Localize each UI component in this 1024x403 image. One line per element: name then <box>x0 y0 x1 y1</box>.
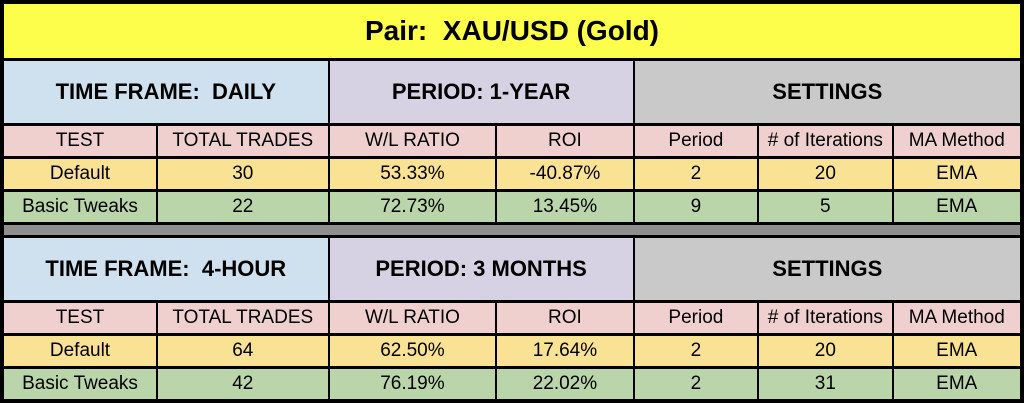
col-header-test: TEST <box>4 303 156 333</box>
col-header-roi: ROI <box>497 303 633 333</box>
col-header-trades: TOTAL TRADES <box>157 303 328 333</box>
pair-title: Pair: XAU/USD (Gold) <box>364 15 659 46</box>
data-cell: EMA <box>893 336 1020 366</box>
data-cell: EMA <box>893 192 1020 222</box>
col-header-period: Period <box>634 126 758 156</box>
data-cell: 13.45% <box>497 192 633 222</box>
data-cell: 31 <box>759 369 892 399</box>
data-cell: 2 <box>634 369 758 399</box>
data-cell: EMA <box>893 159 1020 189</box>
data-cell: 17.64% <box>497 336 633 366</box>
data-cell: EMA <box>893 369 1020 399</box>
data-cell: 30 <box>157 159 328 189</box>
daily-settings-header: SETTINGS <box>634 61 1020 123</box>
table-separator <box>4 225 1020 235</box>
fourhour-settings-header: SETTINGS <box>634 238 1020 300</box>
data-cell: 9 <box>634 192 758 222</box>
col-header-wl-ratio: W/L RATIO <box>329 303 496 333</box>
data-cell: 5 <box>759 192 892 222</box>
data-cell: 22 <box>157 192 328 222</box>
data-cell: 62.50% <box>329 336 496 366</box>
data-cell: Basic Tweaks <box>4 369 156 399</box>
data-cell: Default <box>4 336 156 366</box>
data-cell: 76.19% <box>329 369 496 399</box>
col-header-wl-ratio: W/L RATIO <box>329 126 496 156</box>
col-header-ma-method: MA Method <box>893 303 1020 333</box>
data-cell: 2 <box>634 159 758 189</box>
col-header-roi: ROI <box>497 126 633 156</box>
col-header-ma-method: MA Method <box>893 126 1020 156</box>
data-cell: -40.87% <box>497 159 633 189</box>
col-header-trades: TOTAL TRADES <box>157 126 328 156</box>
data-cell: 64 <box>157 336 328 366</box>
fourhour-timeframe-header: TIME FRAME: 4-HOUR <box>4 238 328 300</box>
col-header-iterations: # of Iterations <box>759 126 892 156</box>
data-cell: 53.33% <box>329 159 496 189</box>
data-cell: 20 <box>759 336 892 366</box>
data-cell: 72.73% <box>329 192 496 222</box>
col-header-test: TEST <box>4 126 156 156</box>
col-header-iterations: # of Iterations <box>759 303 892 333</box>
data-cell: 42 <box>157 369 328 399</box>
data-cell: 20 <box>759 159 892 189</box>
daily-table: TIME FRAME: DAILY PERIOD: 1-YEAR SETTING… <box>4 61 1020 222</box>
daily-period-header: PERIOD: 1-YEAR <box>329 61 633 123</box>
fourhour-period-header: PERIOD: 3 MONTHS <box>329 238 633 300</box>
daily-timeframe-header: TIME FRAME: DAILY <box>4 61 328 123</box>
fourhour-table: TIME FRAME: 4-HOUR PERIOD: 3 MONTHS SETT… <box>4 238 1020 399</box>
data-cell: Default <box>4 159 156 189</box>
data-cell: 22.02% <box>497 369 633 399</box>
col-header-period: Period <box>634 303 758 333</box>
data-cell: 2 <box>634 336 758 366</box>
data-cell: Basic Tweaks <box>4 192 156 222</box>
pair-title-banner: Pair: XAU/USD (Gold) <box>4 4 1020 58</box>
